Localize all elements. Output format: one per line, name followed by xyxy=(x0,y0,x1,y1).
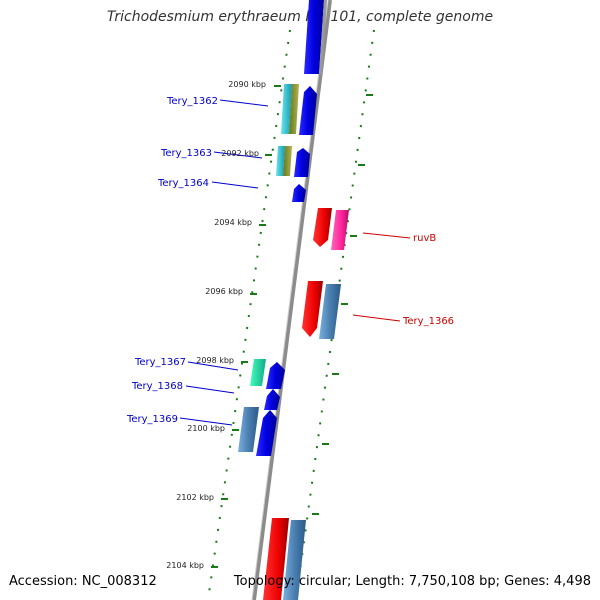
gene-tery-1366-steel xyxy=(319,284,341,339)
map-title: Trichodesmium erythraeum IMS101, complet… xyxy=(106,9,494,25)
gene-label-tery-1366[interactable]: Tery_1366 xyxy=(402,316,454,327)
gene-tery-1369-blue xyxy=(256,410,277,456)
right-track-ticks xyxy=(312,94,373,515)
gene-tery-1363-cyan xyxy=(276,146,285,176)
gene-bottom-steel xyxy=(283,520,306,600)
gene-label-tery-1368[interactable]: Tery_1368 xyxy=(131,381,183,392)
kbp-label: 2098 kbp xyxy=(196,356,234,365)
gene-tery-1368-blue xyxy=(264,389,280,410)
left-dotted-track xyxy=(207,29,291,600)
gene-label-tery-1362[interactable]: Tery_1362 xyxy=(166,96,218,107)
gene-label-tery-1367[interactable]: Tery_1367 xyxy=(134,357,186,368)
gene-label-tery-1363[interactable]: Tery_1363 xyxy=(160,148,212,159)
gene-tery-1362-olive xyxy=(289,84,299,134)
gene-ruvB-magenta xyxy=(331,210,349,250)
kbp-label: 2094 kbp xyxy=(214,218,252,227)
gene-tery-1363-blue xyxy=(294,148,310,177)
kbp-labels: 2090 kbp 2092 kbp 2094 kbp 2096 kbp 2098… xyxy=(166,80,266,570)
kbp-label: 2092 kbp xyxy=(221,149,259,158)
gene-label-ruvB[interactable]: ruvB xyxy=(413,233,436,244)
gene-label-tery-1364[interactable]: Tery_1364 xyxy=(157,178,209,189)
kbp-label: 2090 kbp xyxy=(228,80,266,89)
kbp-label: 2102 kbp xyxy=(176,493,214,502)
genome-backbone xyxy=(252,0,332,600)
gene-tery-1362-blue xyxy=(299,86,317,135)
gene-tery-1363-olive xyxy=(283,146,292,176)
left-callout-lines xyxy=(179,99,269,426)
gene-tery-1367-blue xyxy=(266,362,285,389)
kbp-label: 2096 kbp xyxy=(205,287,243,296)
gene-features xyxy=(238,0,349,600)
kbp-label: 2104 kbp xyxy=(166,561,204,570)
right-gene-labels: ruvB Tery_1366 xyxy=(402,233,454,327)
gene-label-tery-1369[interactable]: Tery_1369 xyxy=(126,414,178,425)
gene-bottom-red xyxy=(263,518,289,600)
gene-ruvB-red xyxy=(313,208,332,247)
gene-tery-1366-red xyxy=(302,281,323,337)
right-callout-lines xyxy=(352,232,411,322)
accession-label: Accession: NC_008312 xyxy=(9,574,157,589)
gene-tery-1369-steel xyxy=(238,407,259,452)
genome-summary: Topology: circular; Length: 7,750,108 bp… xyxy=(233,574,591,589)
gene-top-blue xyxy=(304,0,324,74)
kbp-label: 2100 kbp xyxy=(187,424,225,433)
left-gene-labels: Tery_1362 Tery_1363 Tery_1364 Tery_1367 … xyxy=(126,96,218,425)
kbp-ticks xyxy=(211,85,281,568)
gene-tery-1362-cyan xyxy=(281,84,292,134)
gene-tery-1367-teal xyxy=(250,359,266,386)
gene-tery-1364-blue xyxy=(292,184,306,202)
